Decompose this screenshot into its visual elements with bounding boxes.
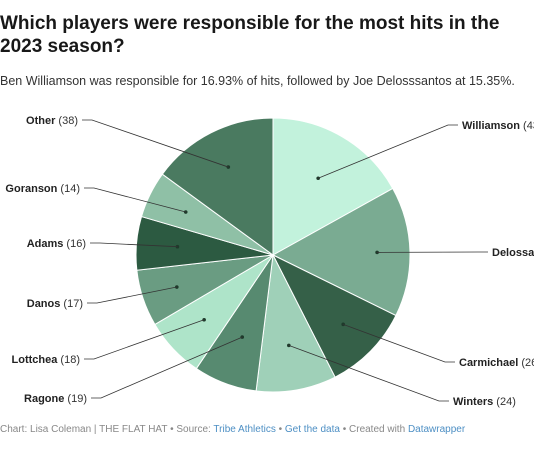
slice-count: (18)	[57, 354, 80, 366]
pie-slice-winters[interactable]	[255, 253, 336, 393]
pie-slice-williamson[interactable]	[272, 117, 394, 256]
chart-title: Which players were responsible for the m…	[0, 13, 500, 57]
pie-slice-other[interactable]	[161, 117, 274, 256]
label-anchor-dot-winters	[287, 343, 291, 348]
leader-line-adams	[90, 242, 178, 248]
pie-slice-delossantos[interactable]	[271, 187, 411, 317]
label-anchor-dot-lottchea	[202, 317, 206, 322]
slice-name: Winters	[453, 396, 493, 408]
pie-labels: Williamson (43) Delossantos (39) Carmichae…	[5, 115, 534, 408]
label-anchor-dot-danos	[175, 285, 179, 289]
slice-label-williamson: Williamson (43)	[462, 120, 534, 132]
slice-count: (38)	[55, 115, 78, 127]
slice-name: Adams	[27, 238, 64, 250]
leader-line-other	[82, 119, 229, 168]
slice-count: (43)	[520, 120, 534, 132]
leader-line-goranson	[84, 187, 186, 213]
leader-line-winters	[288, 345, 449, 402]
slice-label-adams: Adams (16)	[27, 238, 86, 250]
pie-slices	[135, 117, 411, 393]
slice-label-winters: Winters (24)	[453, 396, 516, 408]
slice-count: (17)	[60, 298, 83, 310]
get-data-link[interactable]: Get the data	[284, 424, 340, 435]
slice-label-carmichael: Carmichael (26)	[459, 357, 534, 369]
slice-name: Ragone	[24, 393, 64, 405]
chart-footer: Chart: Lisa Coleman | THE FLAT HAT • Sou…	[0, 424, 465, 435]
chart-subtitle: Ben Williamson was responsible for 16.93…	[0, 74, 515, 88]
footer-separator: •	[275, 424, 285, 435]
slice-name: Lottchea	[12, 354, 59, 366]
slice-name: Carmichael	[459, 357, 518, 369]
slice-count: (14)	[57, 183, 80, 195]
slice-name: Goranson	[5, 183, 57, 195]
source-link[interactable]: Tribe Athletics	[213, 424, 276, 435]
slice-name: Delossantos	[492, 247, 534, 259]
slice-label-lottchea: Lottchea (18)	[12, 354, 80, 366]
leader-line-williamson	[318, 124, 458, 179]
slice-count: (26)	[518, 357, 534, 369]
pie-chart: Williamson (43) Delossantos (39) Carmichae…	[5, 115, 534, 408]
datawrapper-link[interactable]: Datawrapper	[407, 424, 466, 435]
leader-line-lottchea	[84, 319, 205, 360]
slice-label-danos: Danos (17)	[27, 298, 83, 310]
slice-count: (16)	[63, 238, 86, 250]
slice-count: (24)	[493, 396, 516, 408]
slice-count: (19)	[64, 393, 87, 405]
footer-created: • Created with	[339, 424, 408, 435]
slice-name: Williamson	[462, 120, 520, 132]
leader-line-danos	[87, 286, 177, 304]
pie-slice-carmichael[interactable]	[271, 253, 397, 378]
slice-label-ragone: Ragone (19)	[24, 393, 87, 405]
slice-label-delossantos: Delossantos (39)	[492, 247, 534, 259]
leader-line-carmichael	[343, 323, 455, 363]
slice-name: Danos	[27, 298, 61, 310]
leader-line-ragone	[91, 336, 243, 399]
slice-label-goranson: Goranson (14)	[5, 183, 80, 195]
slice-label-other: Other (38)	[26, 115, 78, 127]
footer-credit: Chart: Lisa Coleman | THE FLAT HAT • Sou…	[0, 424, 214, 435]
slice-name: Other	[26, 115, 56, 127]
